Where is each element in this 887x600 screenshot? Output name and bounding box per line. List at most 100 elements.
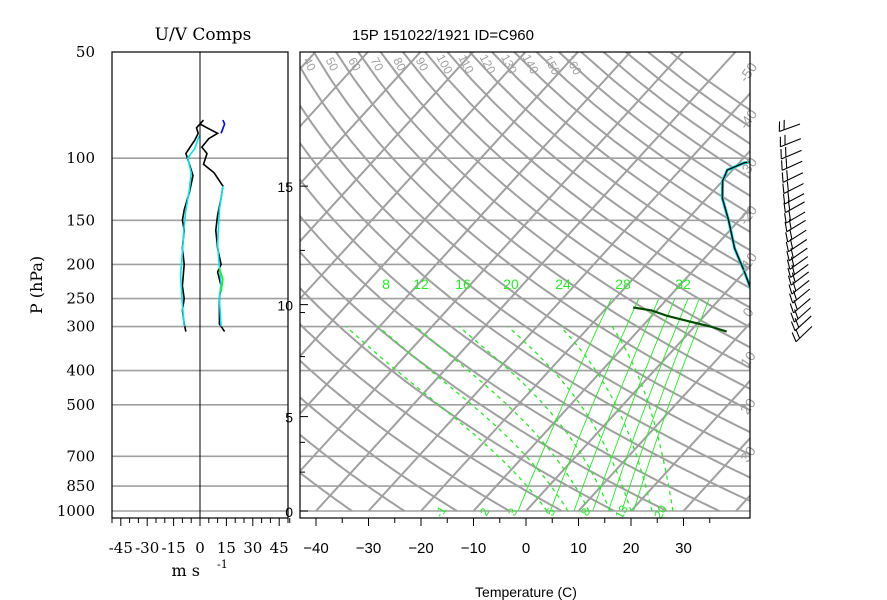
wind-barb-feather	[788, 210, 792, 221]
left-wind-series	[199, 123, 226, 333]
mixing-ratio-label: 28	[615, 276, 631, 292]
wind-barb-feather	[785, 241, 789, 252]
isotherm-line	[300, 52, 684, 473]
wind-barb-shaft	[793, 298, 811, 314]
mixing-ratio-label: 24	[555, 276, 571, 292]
wind-barb-feather	[784, 213, 787, 224]
isotherm-line	[300, 52, 369, 128]
temperature-tick-label: −20	[408, 540, 433, 557]
isotherm-line	[367, 91, 750, 512]
wind-barb-feather	[786, 259, 791, 270]
height-tick-label: 15	[277, 179, 293, 195]
isotherm-line	[300, 52, 422, 186]
mixing-ratio-label: 8	[382, 276, 390, 292]
temperature-tick-label: 20	[623, 540, 640, 557]
pressure-tick-label: 200	[66, 255, 95, 273]
temperature-tick-label: −10	[461, 540, 486, 557]
wind-barb-feather	[792, 290, 798, 301]
dry-adiabat-line	[300, 178, 750, 503]
wind-barb-shaft	[785, 201, 805, 214]
dry-adiabat-line	[424, 52, 750, 309]
dry-adiabat-line	[300, 322, 563, 512]
right-title: 15P 151022/1921 ID=C960	[352, 27, 534, 44]
dry-adiabat-line	[300, 396, 458, 512]
dry-adiabat-line	[300, 471, 353, 512]
isotherm-line	[789, 52, 887, 511]
wind-barb-shaft	[779, 123, 801, 133]
moist-adiabat-line	[345, 326, 548, 512]
wind-barb-feather	[790, 248, 794, 259]
left-x-tick-label: -30	[135, 539, 159, 557]
isotherm-line	[577, 321, 750, 512]
wind-barb-shaft	[780, 138, 802, 148]
left-wind-series	[216, 185, 224, 327]
theta-label: 100	[434, 52, 456, 77]
wind-barb-shaft	[781, 149, 802, 160]
pressure-tick-label: 700	[66, 447, 95, 465]
right-panel-frame	[299, 51, 751, 519]
dry-adiabat-line	[446, 52, 750, 290]
moist-adiabat-label: 2	[477, 505, 493, 518]
isotherm-line	[300, 52, 317, 71]
wind-barb-feather	[794, 317, 800, 328]
wind-barb-shaft	[781, 160, 803, 171]
sounding-profiles	[633, 160, 750, 333]
wind-barb-feather	[786, 170, 789, 181]
isotherm-label: -50	[736, 59, 761, 85]
left-x-tick-label: 15	[217, 539, 236, 557]
isotherm-label: 20	[737, 395, 759, 417]
left-title: U/V Comps	[155, 25, 252, 45]
isotherm-line	[525, 264, 750, 512]
dry-adiabat-line	[300, 141, 750, 479]
wind-barb-feather	[793, 300, 798, 310]
theta-label: 70	[368, 55, 387, 74]
wind-barb-shaft	[784, 193, 805, 205]
wind-barb-shaft	[791, 279, 810, 295]
wind-barb-feather	[781, 172, 784, 183]
wind-barb-feather	[785, 158, 788, 169]
height-tick-label: 5	[285, 410, 293, 426]
left-x-tick-label: 30	[243, 539, 262, 557]
dry-adiabat-line	[300, 214, 720, 512]
theta-label: 60	[345, 55, 364, 74]
pressure-tick-label: 100	[66, 149, 95, 167]
wind-barb-feather	[791, 332, 797, 342]
wind-barb-shaft	[793, 307, 812, 323]
wind-barb-feather	[792, 281, 797, 292]
wind-barb-feather	[791, 264, 796, 275]
wind-barb-shaft	[792, 288, 811, 304]
theta-label: 160	[563, 53, 585, 78]
bottom-x-axis-label: Temperature (C)	[475, 584, 577, 600]
height-tick-label: 10	[277, 298, 293, 314]
dry-adiabat-line	[379, 52, 750, 349]
temperature-tick-label: −40	[303, 540, 328, 557]
wind-barb-feather	[781, 160, 783, 171]
mixing-ratio-lines	[345, 298, 710, 512]
left-x-tick-label: -15	[162, 539, 186, 557]
wind-barb-feather	[789, 303, 795, 314]
left-wind-series	[179, 134, 201, 327]
wind-barb-feather	[786, 250, 790, 261]
isotherm-line	[315, 52, 737, 512]
moist-adiabat-label: 3	[505, 505, 521, 518]
skewt-line-labels: 40 50 60 70 80 90 100 110 120 130 140 150 160 -50-40-…	[300, 52, 760, 521]
dry-adiabat-line	[312, 52, 750, 412]
wind-barb-feather	[783, 202, 786, 213]
wind-barb-feather	[794, 309, 799, 319]
wind-barbs	[778, 119, 813, 343]
theta-label: 80	[390, 55, 409, 74]
mixing-ratio-line	[607, 298, 689, 512]
wind-barb-feather	[782, 194, 786, 205]
wind-barb-feather	[789, 293, 794, 304]
pressure-tick-label: 150	[66, 211, 95, 229]
moist-adiabat-label: 8	[578, 505, 594, 518]
left-x-tick-label: 45	[270, 539, 289, 557]
wind-barb-feather	[788, 284, 793, 295]
pressure-tick-label: 400	[66, 362, 95, 380]
wind-barb-feather	[790, 312, 795, 323]
moist-adiabat-line	[415, 326, 590, 512]
pressure-tick-label: 500	[66, 396, 95, 414]
isotherm-label: 10	[737, 348, 759, 370]
dry-adiabat-line	[300, 250, 668, 512]
